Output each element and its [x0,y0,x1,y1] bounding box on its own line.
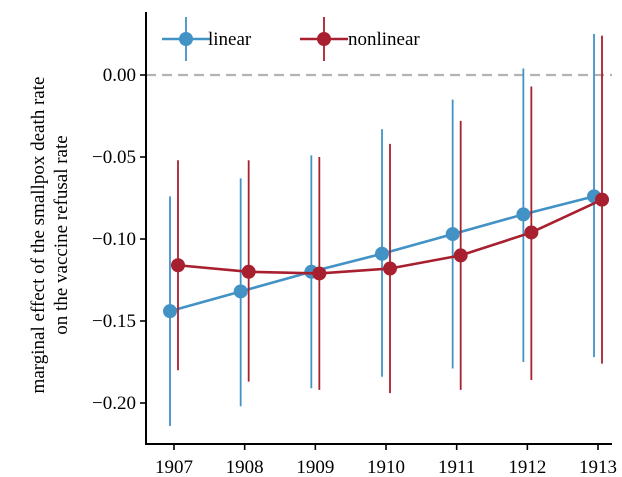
x-tick-label: 1907 [155,457,193,477]
data-point [453,248,468,263]
series-nonlinear [171,35,610,394]
x-tick-label: 1908 [226,457,264,477]
legend-marker [179,32,193,46]
y-tick-label: 0.00 [103,65,136,86]
data-point [516,207,531,222]
legend-marker [317,32,331,46]
legend-label: nonlinear [348,29,420,50]
data-point [163,304,177,319]
data-point [312,266,327,281]
data-point [171,258,185,273]
legend-item-linear: linear [162,17,252,61]
legend-label: linear [208,29,252,50]
x-tick-label: 1911 [438,457,475,477]
x-tick-label: 1913 [579,457,617,477]
x-tick-label: 1909 [296,457,334,477]
y-axis-title-line2: on the vaccine refusal rate [51,135,72,334]
data-point [445,227,460,242]
axes: 0.00 −0.05 −0.10 −0.15 −0.20 1907 1908 1909 1910… [92,12,617,477]
y-tick-label: −0.05 [92,147,136,168]
y-tick-label: −0.15 [92,311,136,332]
x-tick-label: 1912 [508,457,546,477]
data-point [375,246,390,261]
data-point [524,225,539,240]
data-point [383,261,398,276]
y-tick-label: −0.20 [92,393,136,414]
series-layer [163,34,610,426]
legend-item-nonlinear: nonlinear [300,17,420,61]
data-point [595,192,610,207]
y-axis-title-line1: marginal effect of the smallpox death ra… [28,77,49,394]
data-point [241,264,256,279]
legend: linear nonlinear [162,17,420,61]
x-tick-label: 1910 [367,457,405,477]
y-tick-label: −0.10 [92,229,136,250]
data-point [233,284,248,299]
